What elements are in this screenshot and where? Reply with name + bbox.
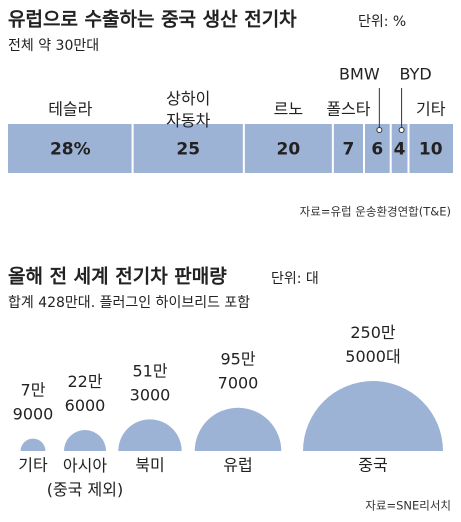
category-label: 폴스타 [326, 100, 370, 119]
chart-title: 유럽으로 수출하는 중국 생산 전기차 [8, 9, 297, 31]
bar-segment [132, 124, 244, 173]
category-label: 중국 [358, 456, 387, 475]
semicircle [20, 438, 46, 451]
unit-label: 단위: 대 [271, 271, 319, 287]
semicircle [63, 429, 107, 451]
category-label: 아시아 (중국 제외) [47, 456, 123, 499]
bar-segment [332, 124, 364, 173]
source: 자료=SNE리서치 [365, 499, 451, 513]
category-label: 유럽 [223, 456, 252, 475]
semicircle [194, 407, 282, 451]
value-label: 7만 9000 [13, 380, 54, 423]
bar-segment [8, 124, 133, 173]
bar-segment [390, 124, 409, 173]
category-label: 르노 [274, 100, 303, 119]
category-label: 테슬라 [48, 100, 92, 119]
value-label: 25 [176, 140, 200, 160]
value-label: 6 [371, 140, 383, 160]
value-label: 22만 6000 [65, 371, 106, 414]
value-label: 95만 7000 [218, 349, 259, 392]
category-label: 북미 [135, 456, 164, 475]
subtitle: 합계 428만대. 플러그인 하이브리드 포함 [8, 295, 250, 311]
leader-dot [398, 127, 405, 133]
category-label: BMW [339, 65, 380, 84]
leader-dot [376, 127, 383, 133]
source: 자료=유럽 운송환경연합(T&E) [300, 205, 451, 219]
semicircle [303, 381, 443, 451]
semicircle [118, 419, 182, 451]
value-label: 10 [419, 140, 443, 160]
value-label: 7 [343, 140, 355, 160]
bar-segment [243, 124, 333, 173]
chart-title: 올해 전 세계 전기차 판매량 [8, 266, 227, 288]
value-label: 20 [277, 140, 301, 160]
value-label: 51만 3000 [130, 361, 171, 404]
category-label: 기타 [416, 100, 446, 119]
value-label: 4 [394, 140, 406, 160]
unit-label: 단위: % [358, 14, 406, 30]
value-label: 28% [50, 140, 91, 160]
subtitle: 전체 약 30만대 [8, 38, 99, 54]
value-label: 250만 5000대 [345, 323, 400, 366]
bar-segment [408, 124, 453, 173]
category-label: 상하이 자동차 [166, 89, 210, 130]
category-label: 기타 [18, 456, 48, 475]
category-label: BYD [399, 65, 431, 84]
